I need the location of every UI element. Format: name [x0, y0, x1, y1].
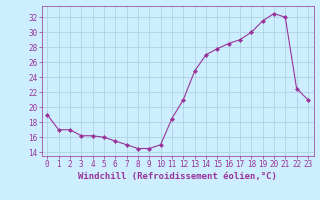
X-axis label: Windchill (Refroidissement éolien,°C): Windchill (Refroidissement éolien,°C) — [78, 172, 277, 181]
